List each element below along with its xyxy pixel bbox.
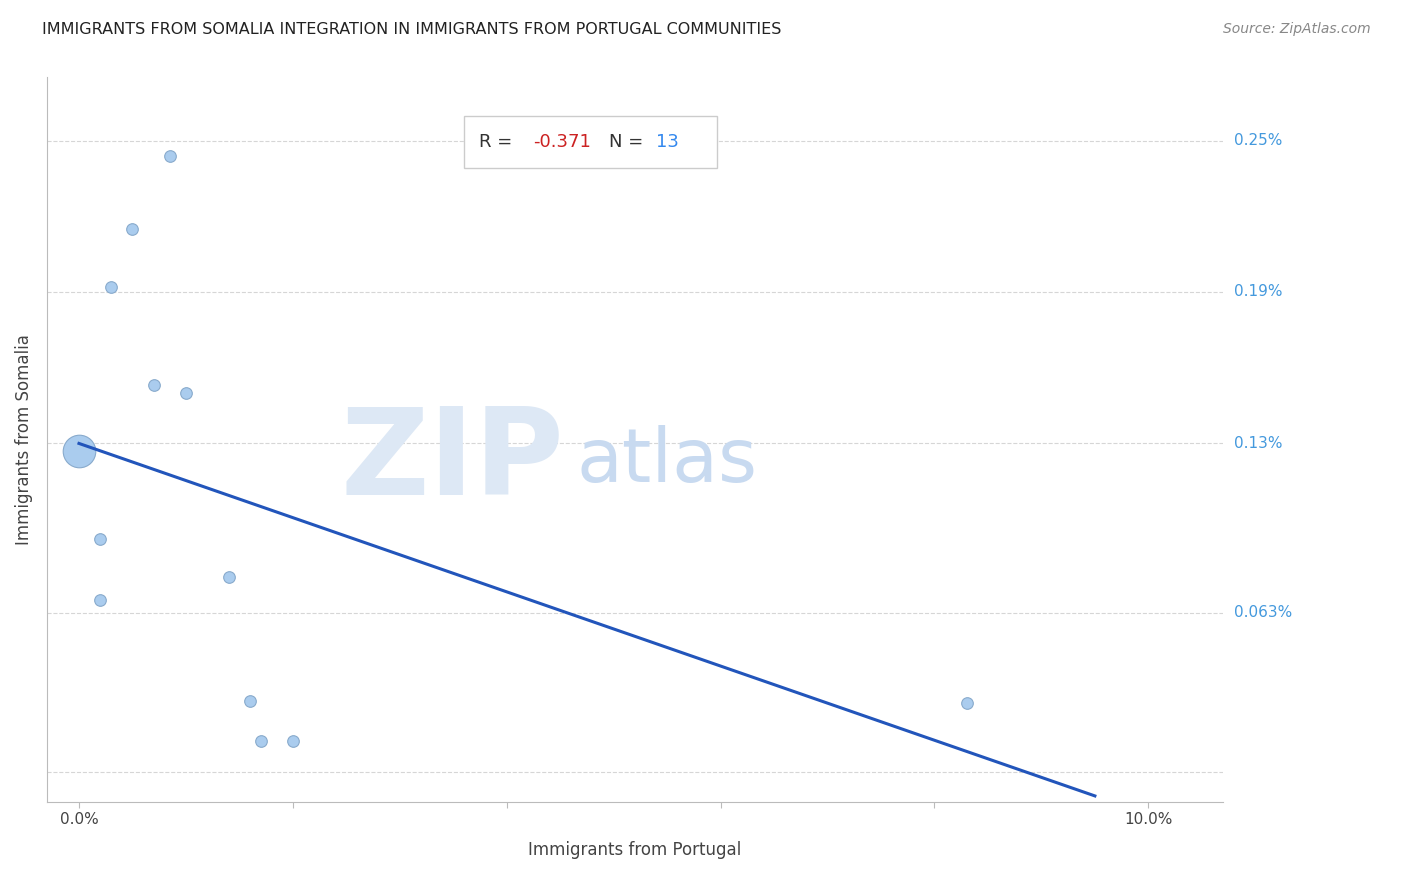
X-axis label: Immigrants from Portugal: Immigrants from Portugal (529, 841, 742, 859)
Point (121, 222, 143, 236)
Point (249, 734, 271, 748)
Text: 13: 13 (657, 133, 679, 151)
FancyBboxPatch shape (464, 116, 717, 168)
Point (100, 280, 122, 294)
Point (281, 734, 304, 748)
Text: 0.25%: 0.25% (1234, 133, 1282, 148)
Point (955, 697, 977, 711)
Text: 0.13%: 0.13% (1234, 436, 1282, 451)
Point (89, 593, 111, 607)
Point (239, 694, 262, 708)
Point (159, 149, 181, 163)
Text: atlas: atlas (576, 425, 758, 498)
Text: R =: R = (478, 133, 517, 151)
Y-axis label: Immigrants from Somalia: Immigrants from Somalia (15, 334, 32, 545)
Point (89, 533, 111, 547)
Text: Source: ZipAtlas.com: Source: ZipAtlas.com (1223, 22, 1371, 37)
Point (218, 570, 240, 584)
Text: N =: N = (609, 133, 650, 151)
Point (174, 386, 197, 401)
Text: 0.063%: 0.063% (1234, 605, 1292, 620)
Text: 0.19%: 0.19% (1234, 285, 1282, 300)
Point (142, 378, 165, 392)
Text: IMMIGRANTS FROM SOMALIA INTEGRATION IN IMMIGRANTS FROM PORTUGAL COMMUNITIES: IMMIGRANTS FROM SOMALIA INTEGRATION IN I… (42, 22, 782, 37)
Text: ZIP: ZIP (340, 403, 564, 520)
Text: -0.371: -0.371 (533, 133, 591, 151)
Point (67, 444, 90, 458)
